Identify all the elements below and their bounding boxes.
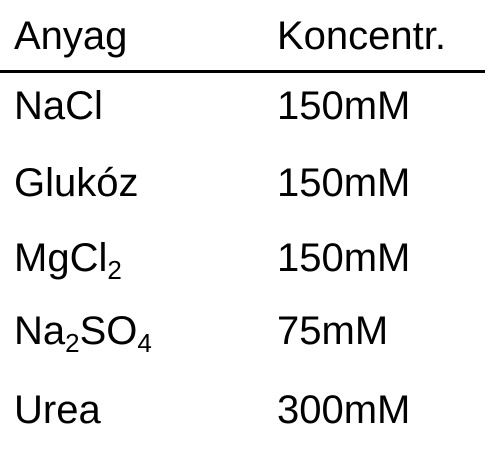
table-row: NaCl 150mM (0, 78, 496, 134)
header-substance: Anyag (14, 14, 128, 58)
substance-name: NaCl (14, 84, 103, 128)
table-row: Na2SO4 75mM (0, 303, 496, 359)
concentration-cell: 150mM (277, 84, 411, 128)
substance-name: Glukóz (14, 161, 139, 205)
substance-name: Na (14, 309, 66, 353)
subscript: 4 (137, 328, 152, 358)
substance-cell: Na2SO4 (14, 303, 152, 359)
concentration-cell: 150mM (277, 161, 411, 205)
concentration-cell: 150mM (277, 236, 411, 280)
header-row: Anyag Koncentr. (0, 8, 496, 64)
substance-name: SO (79, 309, 138, 353)
concentration-cell: 75mM (277, 309, 389, 353)
substance-cell: MgCl2 (14, 230, 122, 286)
header-concentration: Koncentr. (277, 14, 447, 58)
header-divider (0, 70, 485, 73)
substance-cell: Urea (14, 382, 101, 438)
substance-name: Urea (14, 388, 101, 432)
subscript: 2 (107, 255, 122, 285)
subscript: 2 (65, 328, 80, 358)
substance-name: MgCl (14, 236, 108, 280)
table-row: MgCl2 150mM (0, 230, 496, 286)
table-row: Urea 300mM (0, 382, 496, 438)
table-row: Glukóz 150mM (0, 155, 496, 211)
concentration-cell: 300mM (277, 388, 411, 432)
substance-cell: Glukóz (14, 155, 139, 211)
substance-cell: NaCl (14, 78, 103, 134)
